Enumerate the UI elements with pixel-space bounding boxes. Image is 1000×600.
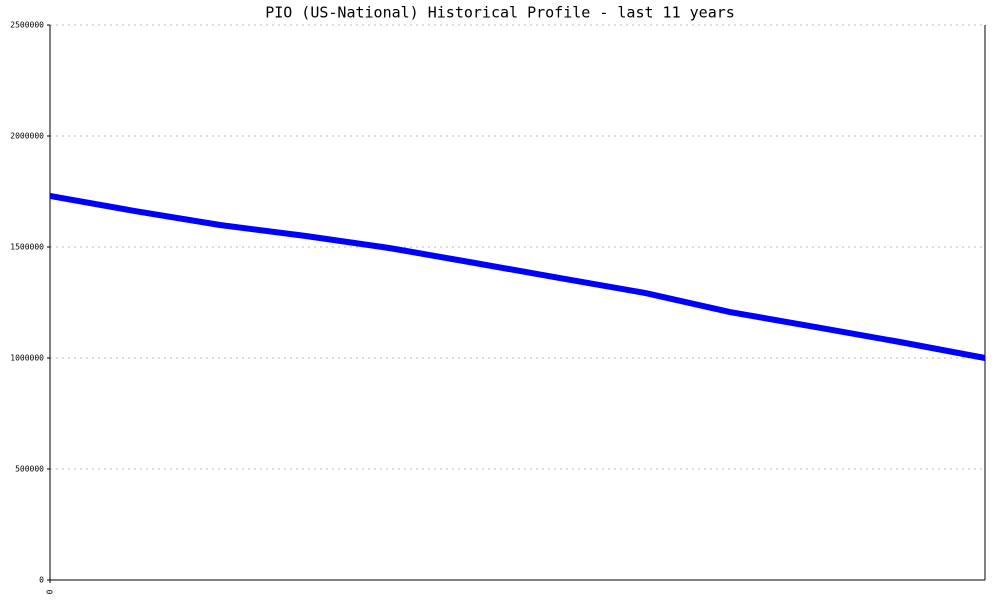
y-tick-label: 1500000 xyxy=(10,243,44,252)
y-tick-label: 2500000 xyxy=(10,21,44,30)
y-tick-label: 2000000 xyxy=(10,132,44,141)
y-tick-label: 1000000 xyxy=(10,354,44,363)
chart-title: PIO (US-National) Historical Profile - l… xyxy=(265,4,735,22)
y-tick-label: 500000 xyxy=(15,465,44,474)
y-tick-label: 0 xyxy=(39,576,44,585)
x-tick-label: 0 xyxy=(46,589,55,594)
line-series xyxy=(49,192,986,361)
